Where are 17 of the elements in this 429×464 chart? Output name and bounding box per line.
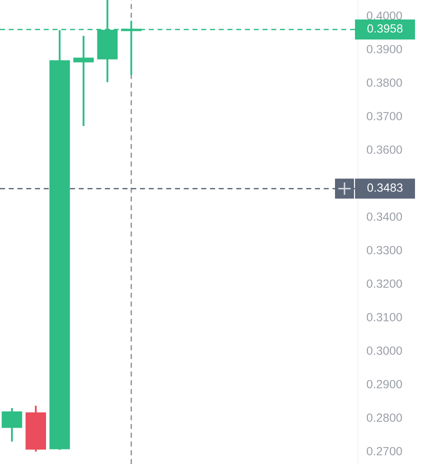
y-tick-label: 0.3300 — [366, 246, 402, 254]
y-tick-label: 0.3000 — [366, 346, 402, 355]
ref-line-label: 0.3483 — [367, 183, 403, 192]
y-tick-label: 0.3100 — [366, 312, 402, 322]
ref-line-label: 0.3958 — [367, 24, 403, 33]
y-tick-label: 0.3400 — [366, 212, 402, 221]
candlestick — [73, 34, 94, 127]
y-tick-label: 0.3700 — [366, 112, 402, 120]
y-tick-label: 0.2700 — [366, 446, 402, 456]
y-tick-label: 0.3800 — [366, 78, 402, 87]
y-tick-label: 0.4000 — [366, 11, 402, 20]
y-tick-label: 0.3600 — [366, 145, 402, 154]
y-tick-label: 0.3200 — [366, 279, 402, 288]
y-tick-label: 0.3900 — [366, 44, 402, 54]
y-tick-label: 0.2900 — [366, 380, 402, 388]
candlestick — [2, 407, 22, 442]
y-tick-label: 0.2800 — [366, 413, 402, 422]
